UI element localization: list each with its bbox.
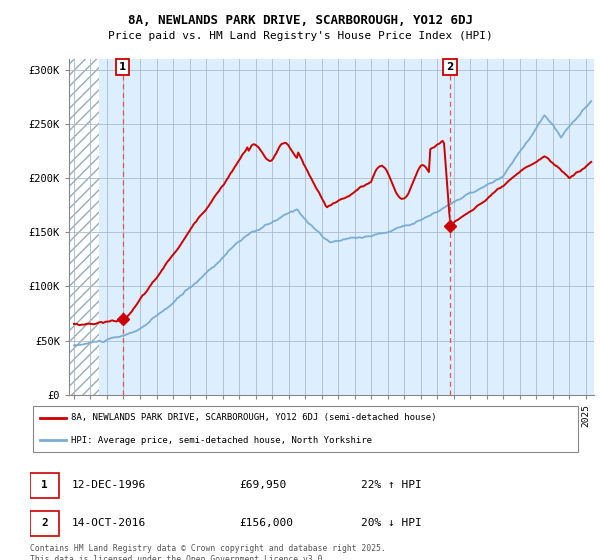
- Text: £156,000: £156,000: [240, 519, 294, 529]
- Text: 2: 2: [446, 62, 454, 72]
- Text: Price paid vs. HM Land Registry's House Price Index (HPI): Price paid vs. HM Land Registry's House …: [107, 31, 493, 41]
- Text: 2: 2: [41, 519, 48, 529]
- FancyBboxPatch shape: [30, 473, 59, 498]
- Text: 8A, NEWLANDS PARK DRIVE, SCARBOROUGH, YO12 6DJ: 8A, NEWLANDS PARK DRIVE, SCARBOROUGH, YO…: [128, 14, 473, 27]
- Text: 1: 1: [41, 480, 48, 490]
- Text: 1: 1: [119, 62, 126, 72]
- Text: HPI: Average price, semi-detached house, North Yorkshire: HPI: Average price, semi-detached house,…: [71, 436, 373, 445]
- Text: 8A, NEWLANDS PARK DRIVE, SCARBOROUGH, YO12 6DJ (semi-detached house): 8A, NEWLANDS PARK DRIVE, SCARBOROUGH, YO…: [71, 413, 437, 422]
- Text: £69,950: £69,950: [240, 480, 287, 490]
- Bar: [69, 59, 99, 395]
- Text: 22% ↑ HPI: 22% ↑ HPI: [361, 480, 422, 490]
- Text: 14-OCT-2016: 14-OCT-2016: [71, 519, 146, 529]
- Text: 12-DEC-1996: 12-DEC-1996: [71, 480, 146, 490]
- FancyBboxPatch shape: [33, 406, 578, 452]
- Text: 20% ↓ HPI: 20% ↓ HPI: [361, 519, 422, 529]
- FancyBboxPatch shape: [30, 511, 59, 536]
- Text: Contains HM Land Registry data © Crown copyright and database right 2025.
This d: Contains HM Land Registry data © Crown c…: [30, 544, 386, 560]
